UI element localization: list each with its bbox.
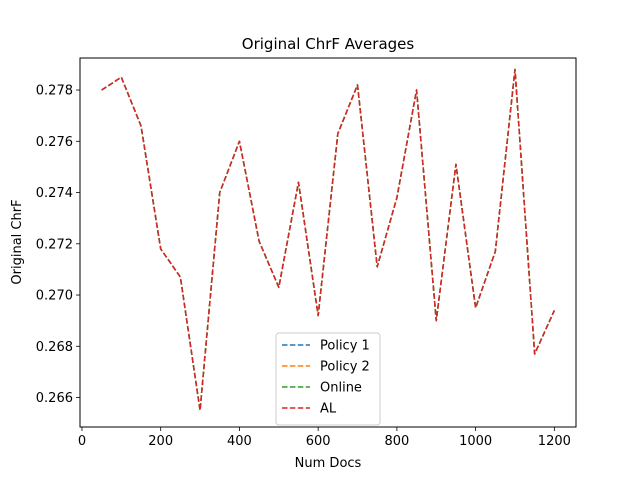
y-tick-label: 0.268 — [36, 340, 73, 355]
x-tick-label: 1000 — [459, 434, 492, 449]
x-axis-label: Num Docs — [295, 456, 362, 471]
x-tick-label: 1200 — [538, 434, 571, 449]
legend-box — [275, 332, 381, 426]
legend-label: Online — [320, 381, 362, 396]
chart-title: Original ChrF Averages — [242, 35, 415, 53]
y-tick-label: 0.270 — [36, 289, 73, 304]
y-tick-label: 0.266 — [36, 391, 73, 406]
x-tick-label: 800 — [384, 434, 409, 449]
y-tick-label: 0.278 — [36, 84, 73, 99]
x-tick-label: 600 — [306, 434, 331, 449]
legend-label: Policy 2 — [320, 360, 370, 375]
x-tick-label: 200 — [148, 434, 173, 449]
x-axis: 0 200 400 600 800 1000 1200 — [78, 427, 571, 449]
x-tick-label: 0 — [78, 434, 86, 449]
y-tick-label: 0.274 — [36, 186, 73, 201]
plot-frame — [79, 57, 577, 428]
y-axis: 0.266 0.268 0.270 0.272 0.274 0.276 0.278 — [36, 84, 80, 406]
y-tick-label: 0.276 — [36, 135, 73, 150]
legend-label: Policy 1 — [320, 339, 370, 354]
legend: Policy 1 Policy 2 Online AL — [275, 332, 381, 426]
x-tick-label: 400 — [227, 434, 252, 449]
y-tick-label: 0.272 — [36, 237, 73, 252]
series-layer — [101, 68, 556, 412]
y-axis-label: Original ChrF — [10, 199, 25, 284]
legend-label: AL — [320, 402, 337, 417]
series-line-4 — [101, 68, 556, 412]
